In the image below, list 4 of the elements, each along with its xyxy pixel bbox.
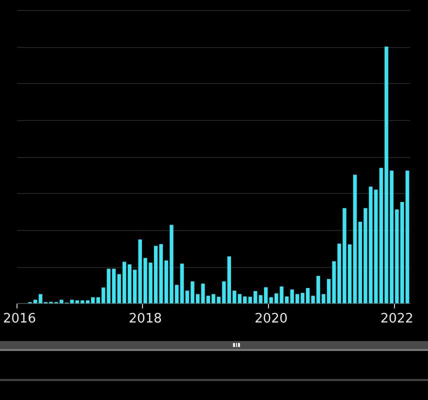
x-tick-label: 2018 [128, 312, 162, 327]
x-tick-label: 2022 [380, 312, 414, 327]
x-tick-label: 2016 [2, 312, 36, 327]
x-tick-label: 2020 [254, 312, 288, 327]
